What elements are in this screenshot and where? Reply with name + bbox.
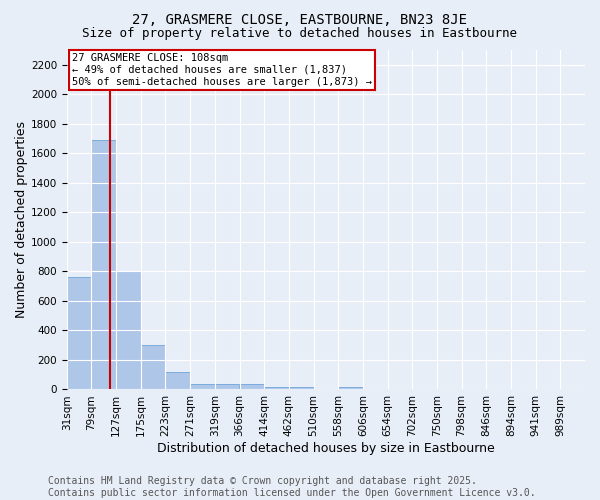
Bar <box>190 384 215 390</box>
Bar <box>166 372 190 390</box>
Text: 27 GRASMERE CLOSE: 108sqm
← 49% of detached houses are smaller (1,837)
50% of se: 27 GRASMERE CLOSE: 108sqm ← 49% of detac… <box>72 54 372 86</box>
Y-axis label: Number of detached properties: Number of detached properties <box>15 121 28 318</box>
Text: Contains HM Land Registry data © Crown copyright and database right 2025.
Contai: Contains HM Land Registry data © Crown c… <box>48 476 536 498</box>
Bar <box>215 384 239 390</box>
Bar <box>141 345 166 390</box>
Bar <box>338 386 363 390</box>
Text: 27, GRASMERE CLOSE, EASTBOURNE, BN23 8JE: 27, GRASMERE CLOSE, EASTBOURNE, BN23 8JE <box>133 12 467 26</box>
X-axis label: Distribution of detached houses by size in Eastbourne: Distribution of detached houses by size … <box>157 442 495 455</box>
Bar <box>289 387 314 390</box>
Text: Size of property relative to detached houses in Eastbourne: Size of property relative to detached ho… <box>83 28 517 40</box>
Bar <box>264 386 289 390</box>
Bar <box>239 384 264 390</box>
Bar <box>91 140 116 390</box>
Bar <box>67 278 91 390</box>
Bar <box>116 272 141 390</box>
